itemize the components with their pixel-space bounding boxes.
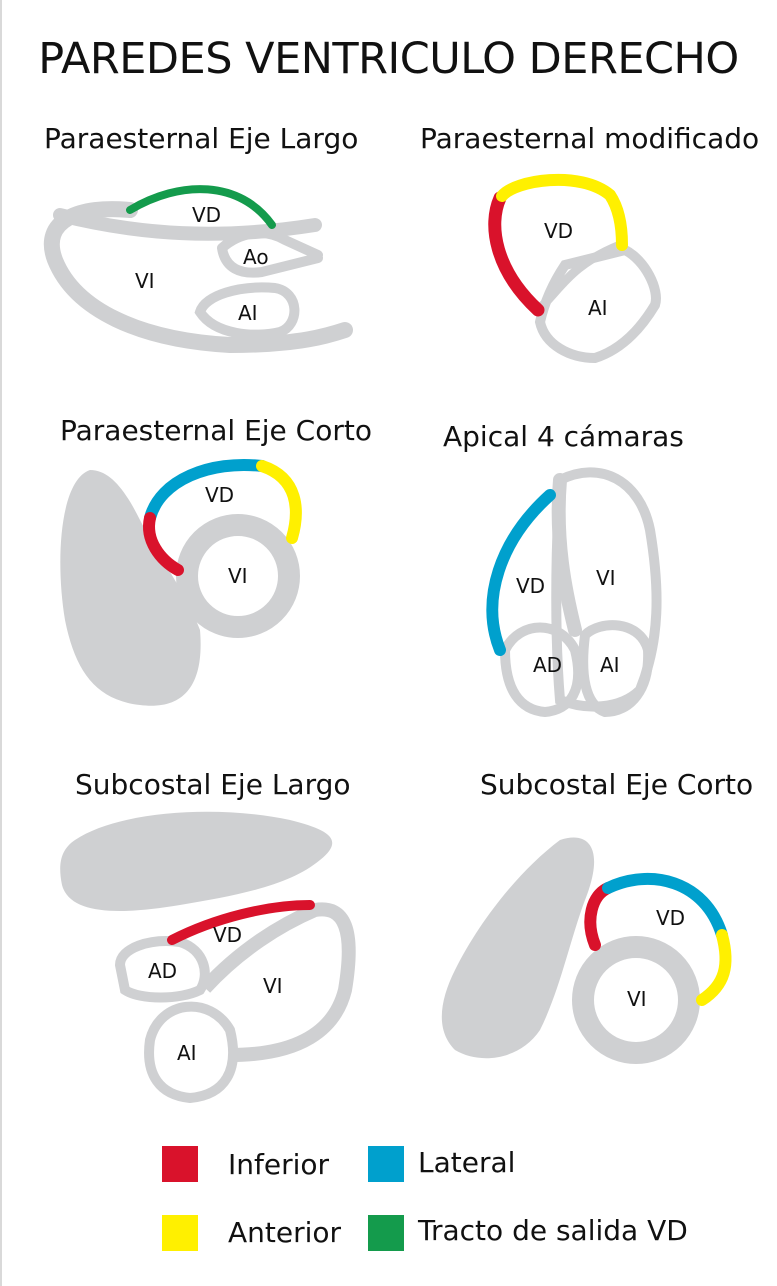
- left-border: [0, 0, 2, 1286]
- legend-label-tracto-de-salida-vd: Tracto de salida VD: [418, 1214, 688, 1247]
- sel-la-outline: [144, 1001, 239, 1104]
- view-paraesternal-eje-corto: VD VI: [60, 459, 302, 706]
- pel-label-ao: Ao: [243, 245, 269, 269]
- pm-anterior-wall: [496, 173, 628, 251]
- legend-label-lateral: Lateral: [418, 1146, 516, 1179]
- sec-lv-ring: [572, 936, 700, 1064]
- a4c-ra-outline: [499, 622, 584, 718]
- pec-label-vi: VI: [228, 564, 248, 588]
- pec-anterior-wall: [256, 460, 302, 544]
- sel-label-vi: VI: [263, 974, 283, 998]
- a4c-label-ai: AI: [600, 653, 620, 677]
- view-subcostal-eje-largo: VD AD VI AI: [60, 811, 356, 1104]
- pel-label-vi: VI: [135, 269, 155, 293]
- pm-septum: [533, 240, 625, 315]
- pel-label-ai: AI: [238, 301, 258, 325]
- pec-label-vd: VD: [205, 483, 234, 507]
- sel-ra-outline: [114, 936, 210, 1003]
- sec-label-vd: VD: [656, 906, 685, 930]
- a4c-lateral-wall: [486, 489, 556, 656]
- pel-la: [194, 282, 300, 340]
- pec-lv-ring: [176, 514, 300, 638]
- pm-label-ai: AI: [588, 296, 608, 320]
- sec-label-vi: VI: [627, 987, 647, 1011]
- view-paraesternal-eje-largo: VD VI Ao AI: [43, 185, 353, 354]
- sec-lateral-wall: [602, 872, 728, 941]
- view-title-paraesternal-eje-largo: Paraesternal Eje Largo: [44, 122, 359, 155]
- page-title: PAREDES VENTRICULO DERECHO: [38, 34, 739, 84]
- pel-label-vd: VD: [192, 203, 221, 227]
- pel-aorta: [217, 228, 323, 278]
- sec-anterior-wall: [696, 929, 732, 1006]
- view-paraesternal-modificado: VD AI: [488, 173, 661, 364]
- pec-liver-shape: [60, 470, 201, 706]
- sel-label-ai: AI: [177, 1041, 197, 1065]
- legend-label-anterior: Anterior: [228, 1216, 342, 1249]
- view-subcostal-eje-corto: VD VI: [441, 837, 732, 1064]
- pel-rvot-wall: [126, 185, 276, 229]
- pm-label-vd: VD: [544, 219, 573, 243]
- legend-swatch-inferior: [162, 1146, 198, 1182]
- a4c-la-outline: [578, 620, 654, 718]
- view-title-subcostal-eje-corto: Subcostal Eje Corto: [480, 768, 754, 801]
- a4c-label-ad: AD: [533, 653, 562, 677]
- pel-septum: [53, 208, 322, 241]
- sec-liver-shape: [441, 837, 595, 1059]
- sel-liver-shape: [60, 811, 333, 911]
- a4c-label-vd: VD: [516, 574, 545, 598]
- view-title-subcostal-eje-largo: Subcostal Eje Largo: [75, 768, 351, 801]
- view-apical-4-camaras: VD VI AD AI: [486, 467, 662, 718]
- legend-swatch-anterior: [162, 1215, 198, 1251]
- legend-swatch-lateral: [368, 1146, 404, 1182]
- sel-lv-outline: [199, 902, 356, 1062]
- sec-inferior-wall: [584, 882, 614, 951]
- sel-label-ad: AD: [148, 959, 177, 983]
- a4c-septum: [551, 473, 582, 637]
- pec-lateral-wall: [144, 459, 268, 524]
- view-title-apical-4-camaras: Apical 4 cámaras: [443, 420, 684, 453]
- sel-label-vd: VD: [213, 923, 242, 947]
- sel-inferior-wall: [167, 900, 315, 945]
- view-title-paraesternal-modificado: Paraesternal modificado: [420, 122, 760, 155]
- pm-inferior-wall: [488, 191, 545, 317]
- legend-label-inferior: Inferior: [228, 1148, 330, 1181]
- a4c-label-vi: VI: [596, 566, 616, 590]
- view-title-paraesternal-eje-corto: Paraesternal Eje Corto: [60, 414, 372, 447]
- legend-swatch-tracto-de-salida-vd: [368, 1215, 404, 1251]
- pec-inferior-wall: [143, 512, 184, 576]
